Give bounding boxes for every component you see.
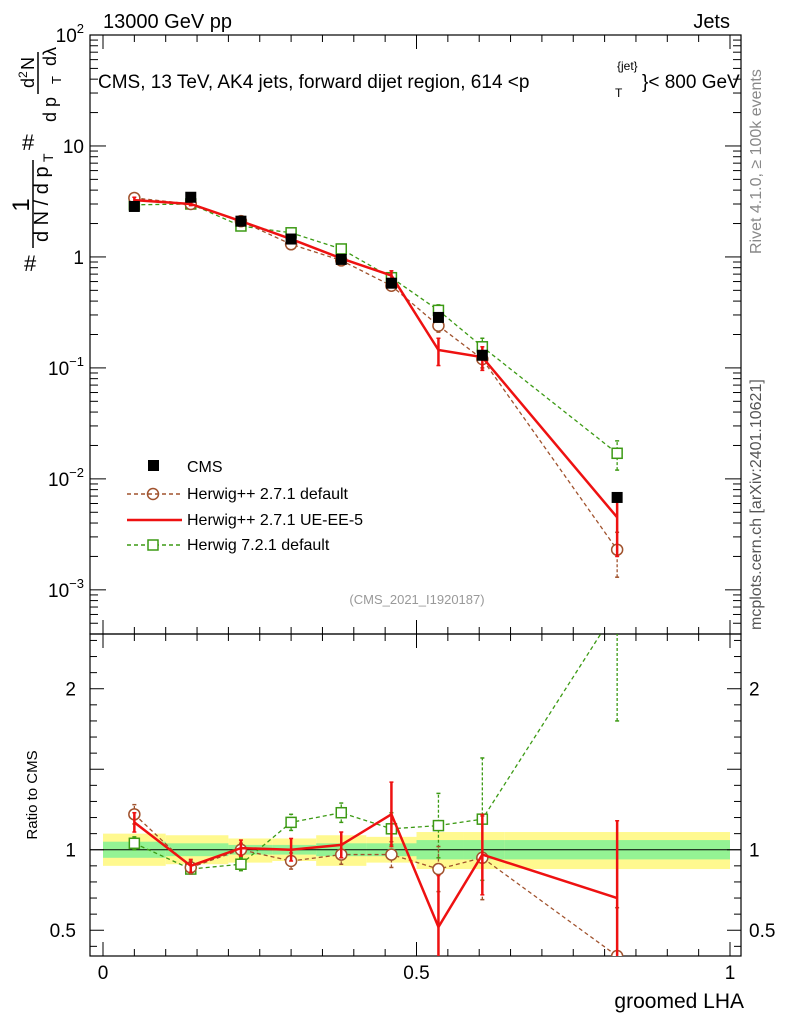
rivet-version-label: Rivet 4.1.0, ≥ 100k events xyxy=(748,69,765,254)
svg-text:#: # xyxy=(22,130,35,155)
legend-herwig72-marker xyxy=(147,539,159,551)
legend-herwig-ueee5-label: Herwig++ 2.7.1 UE-EE-5 xyxy=(187,512,363,529)
main-y-axis-label: # 1 d N / d p T # d 2 N d p T dλ xyxy=(8,47,64,276)
header-left-title: 13000 GeV pp xyxy=(103,11,232,33)
ratio-herwig-7-2-1-default-point xyxy=(285,816,297,829)
ratio-herwig-7-2-1-default-point xyxy=(235,858,247,870)
ylabel-one: 1 xyxy=(8,198,35,211)
main-cms-point xyxy=(235,215,247,227)
ratio-series-layer xyxy=(128,634,624,956)
ratio-frame xyxy=(89,633,742,957)
ratio-herwig-2-7-1-default-point xyxy=(385,848,398,861)
main-cms-point xyxy=(185,191,197,203)
ylabel-d2-n: N xyxy=(18,57,38,70)
title-tail: }< 800 GeV xyxy=(642,72,740,93)
ylabel-dpt-dl: d p xyxy=(40,97,60,122)
main-y-tick-label: 10 xyxy=(63,137,84,158)
x-tick-label: 0 xyxy=(98,963,109,984)
legend-herwig72-label: Herwig 7.2.1 default xyxy=(187,537,330,554)
main-herwig-7-2-1-default-point xyxy=(335,243,348,255)
main-cms-point xyxy=(432,311,444,323)
main-cms-point xyxy=(385,277,397,289)
main-herwig-7-2-1-default-point xyxy=(611,447,623,460)
main-cms-point xyxy=(285,233,297,245)
ylabel-dn-dpt: d N / d p xyxy=(31,166,53,242)
main-series-layer xyxy=(128,191,624,578)
ratio-y-tick-label-left: 0.5 xyxy=(50,921,76,942)
ylabel-dn-dpt-sub: T xyxy=(40,153,56,162)
x-axis-label: groomed LHA xyxy=(614,990,744,1013)
title-main: CMS, 13 TeV, AK4 jets, forward dijet reg… xyxy=(98,72,529,93)
header-right-title: Jets xyxy=(693,11,730,33)
ratio-y-tick-label-right: 0.5 xyxy=(749,921,775,942)
svg-text:#: # xyxy=(24,251,37,276)
ratio-y-tick-label-right: 2 xyxy=(749,680,760,701)
ylabel-d2: d xyxy=(18,78,38,88)
ratio-herwig-7-2-1-default-point xyxy=(335,806,348,819)
legend-cms-marker xyxy=(148,460,159,471)
ylabel-dpt-dl-sub: T xyxy=(49,76,64,84)
title-sub: T xyxy=(615,86,623,100)
legend-cms-label: CMS xyxy=(187,459,223,476)
main-cms-point xyxy=(128,200,140,212)
legend-herwig-default-label: Herwig++ 2.7.1 default xyxy=(187,486,349,503)
legend-herwig-default-marker xyxy=(146,487,160,501)
ratio-y-tick-label-right: 1 xyxy=(749,841,760,862)
x-tick-label: 0.5 xyxy=(403,963,429,984)
chart-title: CMS, 13 TeV, AK4 jets, forward dijet reg… xyxy=(98,59,740,100)
ratio-herwig-7-2-1-default-line xyxy=(134,634,602,870)
main-cms-point xyxy=(611,491,623,503)
main-cms-point xyxy=(335,253,347,265)
ratio-panel: 0.5 0.5 1 1 2 2 0 0.5 1 xyxy=(50,633,775,984)
x-tick-label: 1 xyxy=(725,963,736,984)
ratio-y-tick-label-left: 2 xyxy=(65,680,76,701)
main-cms-point xyxy=(476,349,488,361)
ratio-herwig-7-2-1-default-point xyxy=(128,837,141,850)
ylabel-d2-exp: 2 xyxy=(16,71,30,78)
ratio-y-tick-label-left: 1 xyxy=(65,841,76,862)
mcplots-label: mcplots.cern.ch [arXiv:2401.10621] xyxy=(748,379,765,630)
ylabel-dlambda: dλ xyxy=(40,47,60,66)
ratio-y-axis-label: Ratio to CMS xyxy=(24,750,41,839)
main-herwig-7-2-1-default-line xyxy=(134,203,618,454)
legend: CMS Herwig++ 2.7.1 default Herwig++ 2.7.… xyxy=(127,459,363,554)
main-y-tick-label: 1 xyxy=(73,248,84,269)
watermark: (CMS_2021_I1920187) xyxy=(349,592,484,607)
title-sup: {jet} xyxy=(617,59,638,73)
ratio-herwig-2-7-1-default-point xyxy=(432,862,445,876)
ratio-herwig-7-2-1-default-point xyxy=(432,819,445,832)
